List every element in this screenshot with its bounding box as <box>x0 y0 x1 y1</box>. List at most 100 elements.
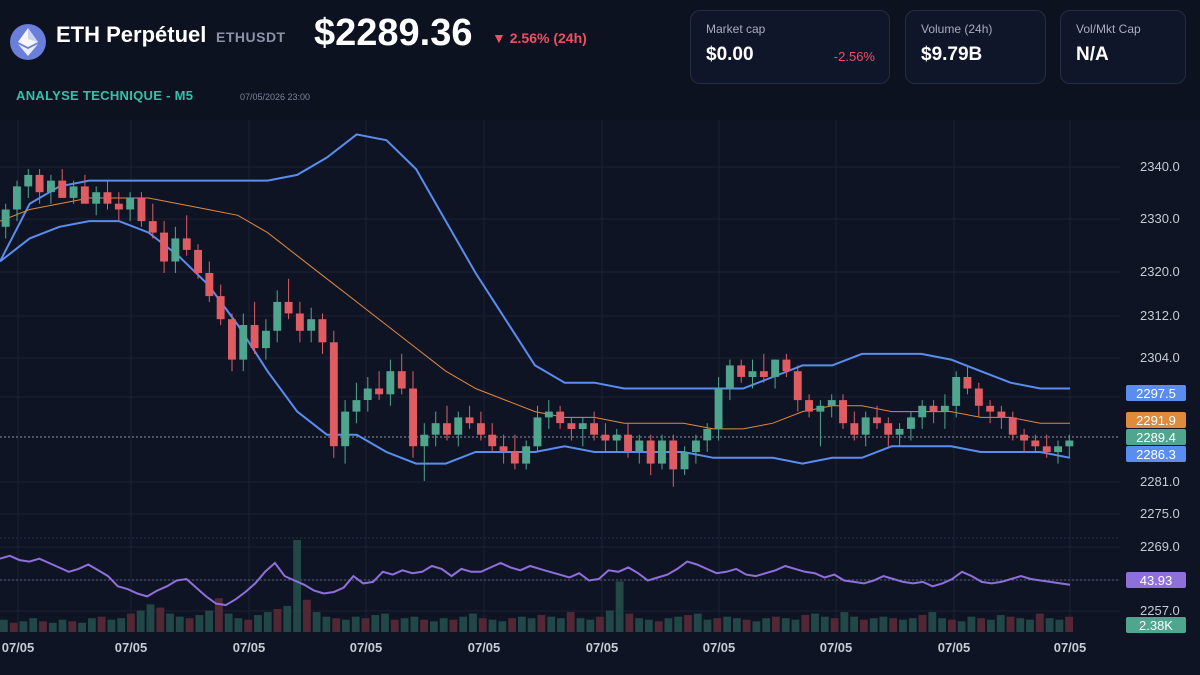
candle <box>940 394 949 429</box>
candle <box>329 330 338 458</box>
candle <box>465 405 474 429</box>
volume-bar <box>703 619 712 632</box>
candle-body <box>35 174 44 193</box>
candle-body <box>205 273 214 297</box>
volume-bar <box>166 613 174 632</box>
candle-body <box>884 423 893 435</box>
candle <box>488 423 497 452</box>
candle <box>612 428 621 452</box>
volume-bar <box>938 618 946 632</box>
candle <box>850 411 859 441</box>
candle <box>454 411 463 447</box>
volume-bar <box>19 621 28 632</box>
candle <box>1 203 10 239</box>
candle-body <box>805 400 813 412</box>
x-tick-label: 07/05 <box>938 640 971 655</box>
grid-lines <box>0 120 1120 632</box>
candle <box>895 423 904 447</box>
volume-bar <box>410 616 419 632</box>
candle-body <box>58 180 67 198</box>
x-tick-label: 07/05 <box>820 640 853 655</box>
volume-bar <box>508 618 516 632</box>
candle-body <box>182 238 191 250</box>
volume-bar <box>430 621 438 632</box>
candle <box>725 359 734 401</box>
market-cap-value: $0.00 <box>706 44 754 65</box>
badge-label: 2297.5 <box>1136 386 1176 401</box>
candle <box>646 434 655 476</box>
market-cap-card: Market cap $0.00 -2.56% <box>690 10 890 84</box>
candle-body <box>929 405 938 412</box>
candle <box>443 405 451 441</box>
volume-bar <box>459 616 468 632</box>
analysis-timestamp: 07/05/2026 23:00 <box>240 92 311 102</box>
volume-bar <box>518 616 526 632</box>
volume-bar <box>342 619 350 632</box>
candle <box>499 434 508 464</box>
candle <box>805 394 813 418</box>
candle <box>759 353 768 383</box>
volume-bar <box>811 613 819 632</box>
price-badge-rsi: 43.93 <box>1126 572 1186 588</box>
volume-bar <box>615 581 624 632</box>
candle <box>692 434 700 464</box>
y-tick-label: 2330.0 <box>1140 211 1180 226</box>
volume-bar <box>39 621 47 632</box>
candle <box>239 313 248 372</box>
candle <box>907 411 915 441</box>
ethereum-diamond-icon <box>10 24 46 60</box>
candle-body <box>363 388 372 400</box>
candle-body <box>92 192 101 204</box>
volume-bar <box>899 619 907 632</box>
vol-mkt-cap-label: Vol/Mkt Cap <box>1076 22 1141 36</box>
candle <box>1008 411 1017 441</box>
x-tick-label: 07/05 <box>468 640 501 655</box>
badge-bg <box>1126 385 1186 401</box>
volume-bar <box>127 613 135 632</box>
volume-bar <box>557 618 565 632</box>
candle-body <box>250 325 259 349</box>
x-tick-label: 07/05 <box>586 640 619 655</box>
price-badge-ma: 2291.9 <box>1126 412 1186 428</box>
volume-bar <box>9 622 18 632</box>
volume-bar <box>645 619 653 632</box>
candle-body <box>148 221 157 233</box>
candle <box>1020 428 1028 452</box>
candle <box>963 365 972 395</box>
volume-bar <box>654 621 663 632</box>
candle-body <box>703 428 712 441</box>
volume-bar <box>957 621 966 632</box>
volume-bar <box>1035 613 1044 632</box>
candle-body <box>488 434 497 447</box>
candle-body <box>386 371 395 395</box>
volume-bar <box>303 599 311 632</box>
candle-body <box>318 319 327 343</box>
candle-body <box>24 174 33 187</box>
candle-body <box>692 440 700 452</box>
candle <box>273 290 282 343</box>
badge-label: 2286.3 <box>1136 447 1176 462</box>
candle <box>250 301 259 354</box>
candle <box>228 313 236 372</box>
volume-bar <box>967 616 976 632</box>
candle-body <box>725 365 734 389</box>
candle-body <box>114 203 123 210</box>
candle <box>952 371 961 418</box>
market-cap-label: Market cap <box>706 22 766 36</box>
candle <box>578 417 587 447</box>
candle <box>929 400 938 424</box>
candle-body <box>895 428 904 435</box>
candle-body <box>839 400 847 424</box>
volume-bar <box>596 616 604 632</box>
candle <box>318 313 327 354</box>
badge-bg <box>1126 446 1186 462</box>
volume-bar <box>527 618 536 632</box>
volume-bar <box>713 618 722 632</box>
candle <box>307 307 316 343</box>
volume-bar <box>224 613 233 632</box>
volume-bar <box>635 618 643 632</box>
volume-bar <box>889 618 898 632</box>
volume-bar <box>234 618 243 632</box>
candle-body <box>510 452 519 464</box>
